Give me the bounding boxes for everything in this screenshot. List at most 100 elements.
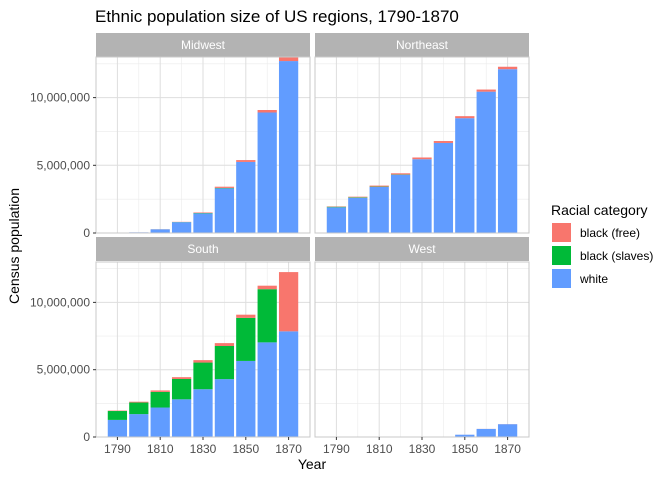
- bar-south-1820-white: [171, 399, 192, 437]
- bar-south-1830-black-slaves: [193, 362, 213, 390]
- x-tick-label: 1870: [275, 442, 302, 456]
- x-tick-label: 1870: [494, 442, 521, 456]
- facet-strip-label-south: South: [187, 242, 218, 256]
- bar-midwest-1870-black-free: [278, 57, 299, 62]
- y-tick-label: 10,000,000: [30, 295, 90, 309]
- bar-midwest-1820-white: [171, 222, 192, 233]
- x-tick-label: 1850: [451, 442, 478, 456]
- bar-northeast-1830-black-free: [412, 157, 432, 160]
- bar-south-1860-white: [257, 342, 277, 437]
- bar-northeast-1860-black-free: [476, 89, 496, 92]
- chart-title: Ethnic population size of US regions, 17…: [95, 7, 459, 26]
- facet-strip-northeast: [315, 33, 529, 57]
- bar-south-1800-black-slaves: [129, 402, 149, 415]
- y-tick-label: 10,000,000: [30, 91, 90, 105]
- x-axis-title: Year: [298, 456, 327, 472]
- bar-northeast-1810-black-free: [369, 185, 389, 187]
- bar-south-1800-black-free: [129, 401, 149, 403]
- legend-key-black-slaves: [552, 246, 571, 265]
- bar-south-1850-black-slaves: [236, 317, 256, 361]
- panel-midwest: Midwest 0 5,000,000 10,000,000: [30, 33, 311, 240]
- legend-title: Racial category: [551, 202, 648, 218]
- bar-midwest-1860-black-free: [257, 110, 277, 113]
- legend: Racial category black (free) black (slave…: [551, 202, 653, 288]
- bar-midwest-1810-white: [150, 229, 170, 233]
- bar-northeast-1810-white: [369, 186, 389, 233]
- bar-northeast-1870-black-free: [497, 66, 518, 70]
- bar-northeast-1850-white: [455, 118, 475, 233]
- facet-strip-west: [315, 237, 529, 261]
- facet-strip-label-midwest: Midwest: [181, 38, 226, 52]
- bar-northeast-1840-white: [433, 142, 454, 233]
- bar-midwest-1840-black-free: [214, 186, 235, 188]
- x-tick-label: 1830: [190, 442, 217, 456]
- panel-northeast: Northeast: [314, 33, 530, 234]
- y-tick-label: 0: [83, 430, 90, 444]
- bar-south-1840-black-slaves: [214, 346, 235, 380]
- bar-northeast-1830-white: [412, 159, 432, 233]
- y-tick-label: 0: [83, 226, 90, 240]
- bar-south-1810-black-slaves: [150, 391, 170, 408]
- panel-west: West 1790 1810 1830 1850 1870: [314, 237, 530, 456]
- bar-south-1870-white: [278, 331, 299, 437]
- panel-border-northeast: [314, 56, 530, 234]
- x-tick-label: 1810: [147, 442, 174, 456]
- bar-south-1840-black-free: [214, 343, 235, 346]
- bar-south-1840-white: [214, 379, 235, 437]
- legend-label-black-free: black (free): [580, 226, 640, 240]
- bar-northeast-1790-black-slaves: [326, 206, 347, 208]
- bar-south-1850-black-free: [236, 314, 256, 318]
- bar-midwest-1850-white: [236, 161, 256, 233]
- bar-northeast-1800-white: [348, 197, 368, 233]
- bar-northeast-1790-white: [326, 207, 347, 233]
- bar-northeast-1820-black-free: [390, 173, 411, 175]
- facet-strip-south: [96, 237, 310, 261]
- bar-midwest-1850-black-free: [236, 160, 256, 162]
- x-tick-label: 1830: [409, 442, 436, 456]
- bar-south-1830-white: [193, 389, 213, 437]
- bar-midwest-1830-black-free: [193, 212, 213, 214]
- bar-midwest-1860-white: [257, 112, 277, 233]
- bar-midwest-1830-white: [193, 213, 213, 233]
- bar-south-1820-black-free: [171, 377, 192, 379]
- x-tick-label: 1790: [104, 442, 131, 456]
- y-tick-label: 5,000,000: [37, 363, 91, 377]
- bar-south-1850-white: [236, 360, 256, 437]
- bar-south-1820-black-slaves: [171, 378, 192, 400]
- legend-label-black-slaves: black (slaves): [580, 249, 653, 263]
- panel-border-midwest: [95, 56, 311, 234]
- bar-midwest-1840-white: [214, 188, 235, 233]
- x-tick-label: 1810: [366, 442, 393, 456]
- y-tick-label: 5,000,000: [37, 158, 91, 172]
- bar-northeast-1800-black-free: [348, 196, 368, 198]
- bar-south-1810-black-free: [150, 390, 170, 392]
- bar-midwest-1870-white: [278, 61, 299, 233]
- legend-key-black-free: [552, 223, 571, 242]
- legend-label-white: white: [579, 272, 608, 286]
- bar-west-1870-white: [497, 424, 518, 437]
- panel-south: South 0 5,000,000 10,000,000 1790 1810 1830 185…: [30, 237, 311, 456]
- bar-northeast-1870-white: [497, 69, 518, 233]
- bar-south-1790-white: [107, 419, 128, 437]
- y-axis-title: Census population: [6, 188, 22, 304]
- facet-strip-label-west: West: [408, 242, 436, 256]
- bar-south-1860-black-free: [257, 285, 277, 290]
- bar-south-1800-white: [129, 414, 149, 437]
- x-tick-label: 1790: [323, 442, 350, 456]
- legend-entries: black (free) black (slaves) white: [552, 223, 653, 288]
- bar-northeast-1850-black-free: [455, 116, 475, 119]
- facet-strip-midwest: [96, 33, 310, 57]
- x-tick-label: 1850: [232, 442, 259, 456]
- bar-northeast-1820-white: [390, 174, 411, 233]
- bar-northeast-1840-black-free: [433, 141, 454, 143]
- bar-west-1860-white: [476, 428, 496, 437]
- facet-panels: Midwest 0 5,000,000 10,000,000 Northeast Sout…: [30, 33, 530, 456]
- bar-northeast-1860-white: [476, 91, 496, 233]
- bar-west-1850-white: [455, 434, 475, 437]
- facet-strip-label-northeast: Northeast: [396, 38, 449, 52]
- legend-key-white: [552, 269, 571, 288]
- bar-south-1870-black-free: [278, 272, 299, 332]
- bar-south-1810-white: [150, 407, 170, 437]
